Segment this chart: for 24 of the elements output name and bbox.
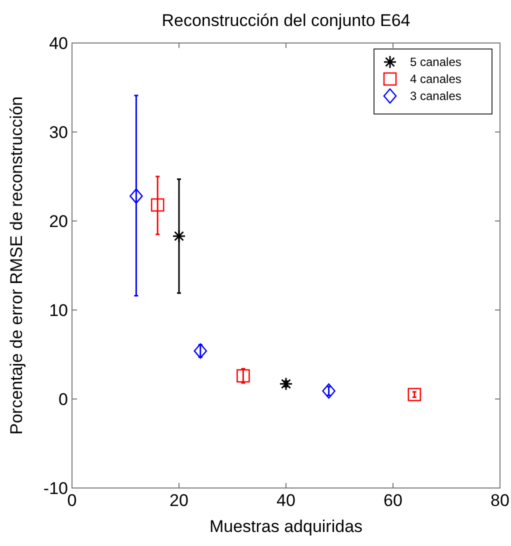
legend-label: 3 canales xyxy=(410,89,462,103)
point xyxy=(130,188,143,204)
point xyxy=(150,198,164,212)
y-tick-label: 0 xyxy=(58,390,68,409)
chart-title: Reconstrucción del conjunto E64 xyxy=(162,11,410,30)
x-tick-label: 20 xyxy=(170,491,188,510)
y-tick-label: 20 xyxy=(49,212,68,231)
point xyxy=(236,369,250,383)
x-axis-title: Muestras adquiridas xyxy=(209,517,363,536)
point xyxy=(172,229,186,243)
y-tick-label: 30 xyxy=(49,123,68,142)
y-tick-label: -10 xyxy=(43,479,68,498)
y-axis-title: Porcentaje de error RMSE de reconstrucción xyxy=(7,96,26,435)
point xyxy=(408,388,422,402)
y-tick-label: 40 xyxy=(49,34,68,53)
legend-label: 5 canales xyxy=(410,55,462,69)
point xyxy=(279,377,293,391)
y-tick-label: 10 xyxy=(49,301,68,320)
x-tick-label: 40 xyxy=(276,491,296,510)
x-tick-label: 60 xyxy=(384,491,402,510)
x-tick-label: 80 xyxy=(490,491,510,510)
point xyxy=(194,343,208,359)
legend-label: 4 canales xyxy=(410,72,462,86)
point xyxy=(322,383,336,399)
